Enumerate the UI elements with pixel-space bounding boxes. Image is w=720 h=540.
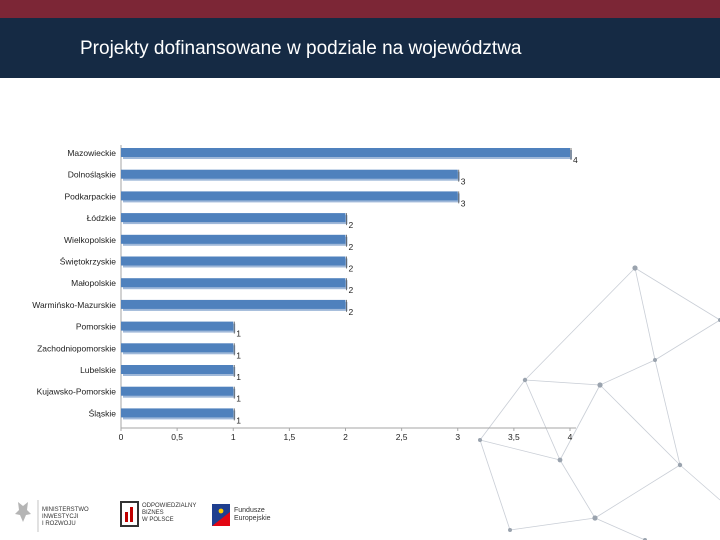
category-label: Podkarpackie xyxy=(64,191,116,201)
x-tick-label: 3 xyxy=(455,432,460,442)
x-tick-label: 1 xyxy=(231,432,236,442)
ministerstwo-logo: MINISTERSTWO INWESTYCJI I ROZWOJU xyxy=(15,500,89,532)
bar xyxy=(121,278,346,288)
odpowiedzialny-line-3: W POLSCE xyxy=(142,517,174,523)
title-banner xyxy=(0,18,720,78)
category-label: Świętokrzyskie xyxy=(60,256,116,267)
x-tick-label: 2 xyxy=(343,432,348,442)
bar xyxy=(121,343,234,353)
fundusze-line-2: Europejskie xyxy=(234,515,271,522)
odpowiedzialny-line-2: BIZNES xyxy=(142,510,164,516)
data-label: 2 xyxy=(349,285,354,295)
ministerstwo-line-3: I ROZWOJU xyxy=(42,521,76,527)
odpowiedzialny-biznes-logo: ODPOWIEDZIALNY BIZNES W POLSCE xyxy=(120,501,196,527)
x-tick-label: 1,5 xyxy=(283,432,295,442)
bar xyxy=(121,234,346,244)
data-label: 1 xyxy=(236,415,241,425)
x-tick-label: 0,5 xyxy=(171,432,183,442)
bar xyxy=(121,386,234,396)
x-tick-label: 0 xyxy=(119,432,124,442)
data-label: 1 xyxy=(236,394,241,404)
category-label: Małopolskie xyxy=(71,278,116,288)
bar xyxy=(121,321,234,331)
footer-logos: MINISTERSTWO INWESTYCJI I ROZWOJU ODPOWI… xyxy=(15,500,271,532)
bar xyxy=(121,256,346,266)
data-label: 3 xyxy=(461,177,466,187)
category-label: Lubelskie xyxy=(80,365,116,375)
data-label: 2 xyxy=(349,307,354,317)
category-label: Wielkopolskie xyxy=(64,235,116,245)
odpowiedzialny-line-1: ODPOWIEDZIALNY xyxy=(142,503,196,509)
category-label: Łódzkie xyxy=(87,213,117,223)
bar xyxy=(121,299,346,309)
bar xyxy=(121,213,346,223)
x-tick-label: 3,5 xyxy=(508,432,520,442)
ministerstwo-line-2: INWESTYCJI xyxy=(42,514,79,520)
data-label: 1 xyxy=(236,329,241,339)
network-decoration xyxy=(478,265,720,540)
data-label: 2 xyxy=(349,242,354,252)
bar xyxy=(121,169,458,179)
ministerstwo-line-1: MINISTERSTWO xyxy=(42,507,89,513)
data-label: 1 xyxy=(236,372,241,382)
bar xyxy=(121,148,570,157)
bar-chart: Mazowieckie 4 Dolnośląskie 3 Podkarpackie 3 Łó… xyxy=(32,145,578,442)
data-label: 3 xyxy=(461,198,466,208)
top-accent-bar xyxy=(0,0,720,18)
x-tick-label: 2,5 xyxy=(396,432,408,442)
data-label: 1 xyxy=(236,350,241,360)
category-label: Dolnośląskie xyxy=(68,170,116,180)
data-label: 2 xyxy=(349,264,354,274)
category-label: Pomorskie xyxy=(76,322,116,332)
x-tick-label: 4 xyxy=(568,432,573,442)
category-label: Zachodniopomorskie xyxy=(37,343,116,353)
fundusze-europejskie-logo: Fundusze Europejskie xyxy=(212,504,271,526)
category-label: Warmińsko-Mazurskie xyxy=(32,300,116,310)
bar xyxy=(121,408,234,418)
bar xyxy=(121,365,234,374)
data-label: 2 xyxy=(349,220,354,230)
category-label: Śląskie xyxy=(89,407,117,418)
page-title: Projekty dofinansowane w podziale na woj… xyxy=(80,38,522,59)
category-label: Mazowieckie xyxy=(67,148,116,158)
category-label: Kujawsko-Pomorskie xyxy=(37,387,117,397)
bar xyxy=(121,191,458,201)
fundusze-line-1: Fundusze xyxy=(234,507,265,514)
data-label: 4 xyxy=(573,155,578,165)
